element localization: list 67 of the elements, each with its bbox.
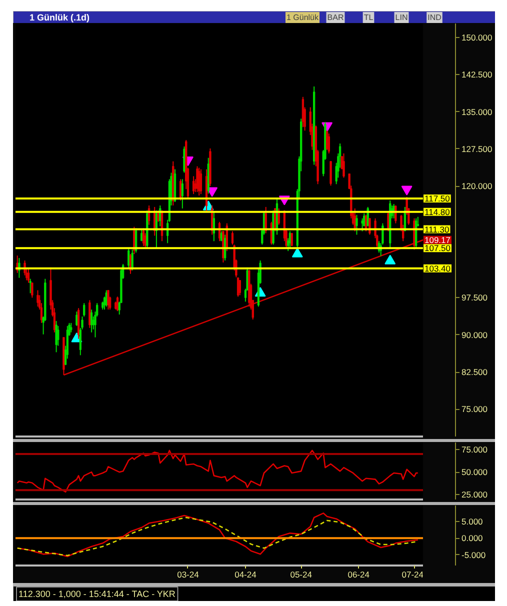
x-tick-label: 05-24 xyxy=(290,570,312,580)
y-tick-label: 97.500 xyxy=(462,292,488,303)
candlestick xyxy=(183,146,186,174)
y-tick-label: 0.000 xyxy=(462,533,484,544)
candlestick xyxy=(131,249,134,271)
y-tick-label: 90.000 xyxy=(462,330,488,340)
x-tick-label: 03-24 xyxy=(177,570,200,580)
text: IND xyxy=(428,13,442,22)
y-tick-label: 75.000 xyxy=(462,444,488,455)
candlestick xyxy=(55,320,58,353)
candlestick xyxy=(76,311,78,326)
y-tick-label: 82.500 xyxy=(462,367,488,378)
candlestick xyxy=(278,208,280,226)
x-tick-label: 07-24 xyxy=(402,570,424,580)
candlestick xyxy=(31,282,34,298)
y-tick-label: 5.000 xyxy=(462,516,484,526)
x-tick-label: 06-24 xyxy=(348,570,370,580)
candlestick xyxy=(200,168,202,195)
text: TL xyxy=(364,13,374,22)
line-series xyxy=(16,450,419,493)
x-tick-label: 04-24 xyxy=(234,570,257,580)
candlestick xyxy=(238,280,241,296)
y-tick-label: 150.000 xyxy=(462,32,492,42)
candlestick xyxy=(342,152,345,178)
y-tick-label: -5.000 xyxy=(462,550,486,560)
candlestick xyxy=(387,211,390,232)
candlestick xyxy=(356,214,358,236)
candlestick xyxy=(88,300,91,328)
y-tick-label: 25.000 xyxy=(462,490,488,500)
point xyxy=(384,254,396,264)
text: 1 Günlük xyxy=(286,13,320,22)
candlestick xyxy=(330,160,332,186)
text: BAR xyxy=(327,13,344,22)
ref-line-label: 107.50 xyxy=(424,243,451,254)
data-label: 109.17 xyxy=(424,234,451,245)
candlestick xyxy=(144,232,146,248)
candlestick xyxy=(198,167,200,196)
y-tick-label: 50.000 xyxy=(462,467,488,478)
ref-line-label: 117.50 xyxy=(424,194,450,204)
ref-line-label: 111.30 xyxy=(424,224,450,234)
candlestick xyxy=(290,232,293,247)
candlestick xyxy=(196,166,198,193)
candlestick xyxy=(231,230,234,246)
candlestick xyxy=(83,302,86,318)
text: 112.300 - 1,000 - 15:41:44 - TAC - YKR xyxy=(18,589,176,599)
candlestick xyxy=(128,247,130,270)
candlestick xyxy=(354,208,356,232)
candlestick xyxy=(328,133,330,154)
y-tick-label: 135.000 xyxy=(462,106,492,117)
candlestick xyxy=(181,178,184,209)
y-tick-label: 120.000 xyxy=(462,181,492,192)
text: LIN xyxy=(395,13,408,22)
chart-title: 1 Günlük (.1d) xyxy=(30,12,90,22)
y-tick-label: 75.000 xyxy=(462,404,488,414)
candlestick xyxy=(326,130,328,150)
ref-line-label: 114.80 xyxy=(424,206,450,217)
candlestick xyxy=(107,290,110,310)
y-tick-label: 127.500 xyxy=(462,144,492,154)
candlestick xyxy=(29,278,32,294)
candlestick xyxy=(105,290,108,308)
candlestick xyxy=(36,290,39,308)
point xyxy=(401,186,412,196)
y-tick-label: 142.500 xyxy=(462,70,492,80)
point xyxy=(292,248,303,258)
candlestick xyxy=(70,322,72,333)
ref-line-label: 103.40 xyxy=(424,263,451,274)
candlestick xyxy=(361,218,364,232)
